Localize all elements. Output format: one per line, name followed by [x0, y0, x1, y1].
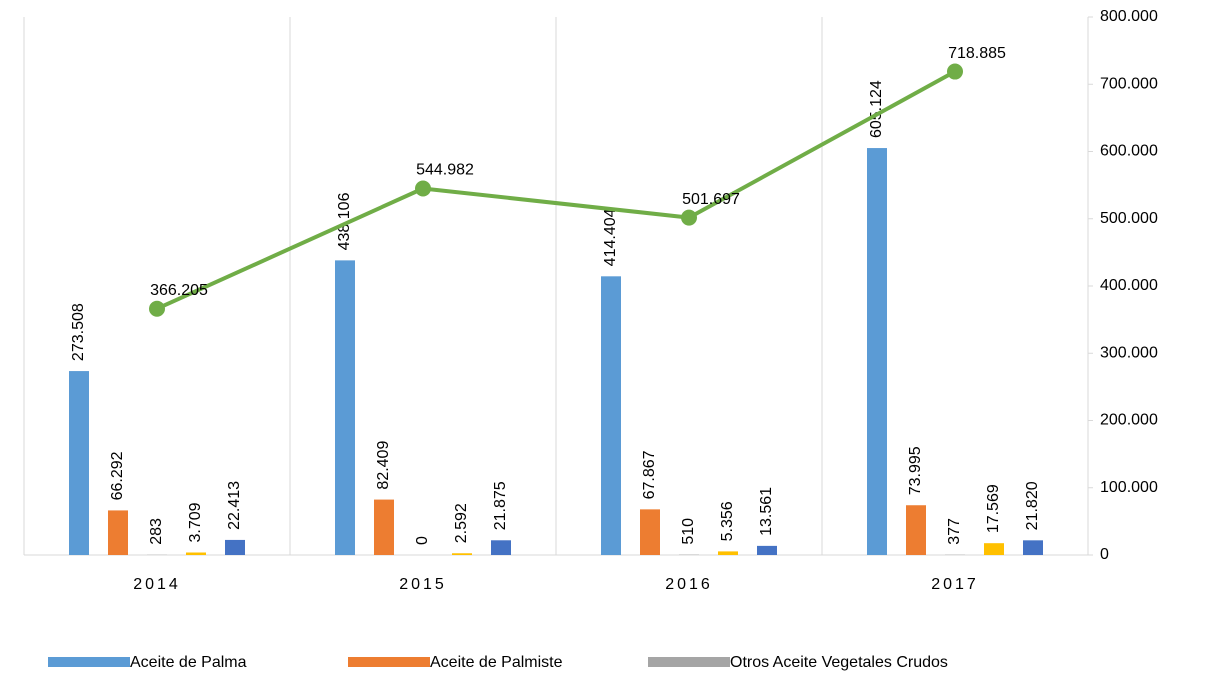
line-point	[149, 300, 165, 317]
data-label: 510	[680, 518, 697, 545]
bar	[452, 553, 472, 555]
data-label: 17.569	[985, 484, 1002, 533]
bar	[984, 543, 1004, 555]
bar	[906, 505, 926, 555]
bar	[1023, 540, 1043, 555]
data-label: 3.709	[187, 502, 204, 542]
y-tick-label: 800.000	[1100, 8, 1158, 25]
data-label: 283	[148, 518, 165, 545]
line-point	[415, 180, 431, 197]
y-tick-label: 500.000	[1100, 210, 1158, 227]
data-label: 13.561	[758, 487, 775, 536]
legend-swatch	[48, 657, 130, 667]
y-tick-label: 700.000	[1100, 75, 1158, 92]
x-tick-label: 2016	[665, 576, 713, 593]
y-tick-label: 400.000	[1100, 277, 1158, 294]
bar	[69, 371, 89, 555]
data-label: 414.404	[602, 208, 619, 266]
bar	[108, 510, 128, 555]
legend-swatch	[648, 657, 730, 667]
line-point	[681, 209, 697, 226]
y-tick-label: 200.000	[1100, 412, 1158, 429]
data-label: 0	[414, 536, 431, 545]
data-label: 605.124	[868, 80, 885, 138]
data-label: 544.982	[416, 162, 474, 179]
data-label: 82.409	[375, 441, 392, 490]
y-tick-label: 100.000	[1100, 479, 1158, 496]
bar	[601, 276, 621, 555]
data-label: 22.413	[226, 481, 243, 530]
data-label: 2.592	[453, 503, 470, 543]
line-point	[947, 63, 963, 80]
legend-swatch	[348, 657, 430, 667]
x-tick-label: 2015	[399, 576, 447, 593]
bar	[757, 545, 777, 555]
data-label: 273.508	[70, 303, 87, 361]
x-tick-label: 2017	[931, 576, 979, 593]
data-label: 5.356	[719, 501, 736, 541]
data-label: 66.292	[109, 451, 126, 500]
bar	[335, 260, 355, 555]
data-label: 21.875	[492, 481, 509, 530]
line	[156, 69, 956, 311]
y-tick-label: 0	[1100, 546, 1109, 563]
bar	[186, 552, 206, 555]
data-label: 377	[946, 518, 963, 545]
bar	[867, 148, 887, 555]
x-tick-label: 2014	[133, 576, 181, 593]
y-tick-label: 300.000	[1100, 344, 1158, 361]
bar	[225, 539, 245, 555]
legend-label: Otros Aceite Vegetales Crudos	[730, 654, 948, 671]
data-label: 73.995	[907, 446, 924, 495]
bar	[718, 551, 738, 555]
data-label: 21.820	[1024, 481, 1041, 530]
legend-label: Aceite de Palmiste	[430, 654, 563, 671]
bar	[374, 499, 394, 555]
data-label: 438.106	[336, 192, 353, 250]
legend-label: Aceite de Palma	[130, 654, 247, 671]
data-label: 501.697	[682, 191, 740, 208]
bar	[491, 540, 511, 555]
bar	[640, 509, 660, 555]
data-label: 366.205	[150, 282, 208, 299]
data-label: 718.885	[948, 45, 1006, 62]
data-label: 67.867	[641, 450, 658, 499]
y-tick-label: 600.000	[1100, 143, 1158, 160]
